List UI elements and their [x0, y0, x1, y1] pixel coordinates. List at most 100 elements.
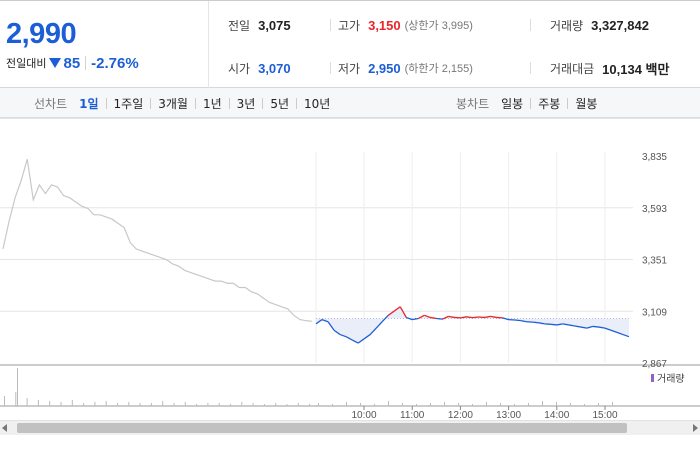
stat-volume: 거래량 3,327,842 [550, 15, 649, 35]
stat-prev-close-value: 3,075 [258, 17, 291, 33]
volume-bar [309, 404, 311, 406]
today-line-segment [399, 306, 407, 318]
today-line-segment [562, 323, 569, 326]
today-line-segment [514, 319, 521, 322]
current-price: 2,990 [6, 18, 77, 50]
today-line-segment [406, 316, 413, 321]
scrollbar-thumb[interactable] [17, 423, 627, 433]
today-line-segment [315, 319, 323, 325]
y-tick-label: 3,351 [642, 256, 667, 267]
today-line-segment [466, 316, 473, 319]
volume-bar [207, 403, 209, 406]
stat-volume-label: 거래량 [550, 18, 584, 33]
line-period-tab[interactable]: 3개월 [158, 96, 188, 111]
today-line-segment [484, 315, 491, 319]
scroll-right-arrow-icon[interactable] [693, 424, 698, 432]
scroll-left-arrow-icon[interactable] [2, 424, 7, 432]
volume-bar [346, 402, 347, 406]
line-period-tab[interactable]: 10년 [304, 96, 331, 111]
today-line-segment [550, 323, 557, 326]
candle-chart-title: 봉차트 [456, 96, 490, 111]
volume-bar [612, 402, 613, 406]
quote-panel: 2,990 전일대비 85 -2.76% 전일 3,075 고가 3,150 (… [0, 0, 700, 89]
stat-low-label: 저가 [338, 61, 361, 76]
stat-volume-value: 3,327,842 [591, 17, 649, 33]
divider [330, 19, 331, 31]
volume-bar [486, 402, 487, 406]
today-line-segment [490, 315, 497, 319]
stat-low-value: 2,950 [368, 60, 401, 76]
volume-bar [173, 403, 175, 406]
change-separator [85, 56, 87, 70]
today-line-segment [321, 318, 329, 323]
tab-separator [262, 97, 264, 109]
stat-open: 시가 3,070 [228, 58, 291, 78]
line-period-tab[interactable]: 1년 [202, 96, 222, 111]
today-line-segment [574, 325, 581, 328]
today-line-segment [430, 316, 437, 320]
volume-bar [252, 403, 254, 406]
divider [530, 19, 531, 31]
volume-bar [556, 402, 557, 406]
x-tick-label: 12:00 [448, 410, 473, 420]
today-line-segment [556, 323, 563, 326]
today-line-segment [586, 325, 594, 329]
today-line-segment [598, 326, 606, 329]
x-tick-label: 10:00 [351, 410, 376, 420]
volume-bar [15, 392, 17, 406]
volume-bar [514, 404, 515, 406]
today-line-segment [412, 317, 419, 321]
today-line-segment [393, 306, 401, 312]
volume-bar [528, 403, 529, 406]
x-tick-label: 11:00 [400, 410, 425, 420]
today-area-fill [316, 306, 629, 344]
line-period-tab[interactable]: 5년 [270, 96, 290, 111]
volume-bar [500, 403, 501, 406]
line-period-tab[interactable]: 1주일 [113, 96, 144, 111]
today-line-segment [616, 331, 624, 336]
volume-bar [94, 402, 96, 406]
volume-bar [105, 401, 107, 406]
stat-prev-close-label: 전일 [228, 18, 251, 33]
chart-scrollbar[interactable] [0, 420, 700, 435]
candle-period-tab[interactable]: 일봉 [501, 96, 524, 111]
price-chart[interactable]: 3,835 3,593 3,351 3,109 2,867 10:00 11:00 12:00… [0, 118, 700, 420]
today-line-segment [442, 315, 449, 320]
today-line-segment [369, 327, 377, 336]
today-line-segment [418, 314, 425, 320]
down-triangle-icon [49, 58, 62, 68]
today-line-segment [387, 310, 395, 316]
tab-separator [228, 97, 230, 109]
volume-bar [374, 404, 375, 406]
volume-bar [430, 403, 431, 406]
candle-period-tab[interactable]: 월봉 [575, 96, 598, 111]
volume-bar [60, 402, 62, 406]
candle-period-tab[interactable]: 주봉 [538, 96, 561, 111]
tab-separator [194, 97, 196, 109]
today-line-segment [568, 324, 575, 327]
stat-amount-label: 거래대금 [550, 61, 595, 76]
volume-bar [128, 402, 130, 406]
today-line-segment [363, 334, 371, 340]
today-line-segment [580, 326, 587, 329]
line-period-tab[interactable]: 3년 [236, 96, 256, 111]
previous-session-line [2, 159, 313, 322]
volume-bar [584, 404, 585, 406]
stat-open-label: 시가 [228, 61, 251, 76]
today-line-segment [448, 315, 455, 319]
volume-bar [4, 396, 5, 406]
today-line-segment [604, 327, 612, 331]
line-period-tab[interactable]: 1일 [79, 96, 99, 111]
stat-high-note: (상한가 3,995) [404, 20, 473, 32]
y-tick-label: 3,593 [642, 204, 667, 215]
volume-bar [388, 401, 389, 406]
stat-open-value: 3,070 [258, 60, 291, 76]
volume-bar [230, 404, 231, 406]
tab-separator [530, 97, 532, 109]
today-line-segment [538, 322, 545, 325]
volume-bar [26, 398, 28, 406]
volume-bar [444, 402, 445, 406]
volume-bar [139, 403, 141, 406]
today-line-segment [502, 317, 509, 321]
y-tick-label: 3,109 [642, 307, 667, 318]
